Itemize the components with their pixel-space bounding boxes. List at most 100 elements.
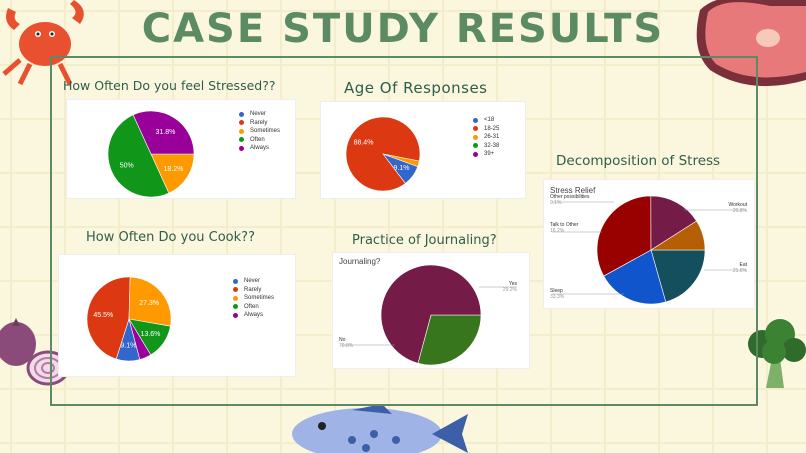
legend-label: 18-25 (484, 125, 500, 132)
legend-label: Sometimes (250, 128, 281, 135)
legend-item-18-25: 18-25 (473, 125, 499, 134)
legend-swatch (233, 304, 238, 310)
chart-card-stress: 18.2% 50% 31.8% Never Rarely Sometimes Often A… (67, 100, 295, 198)
legend-label: Rarely (244, 286, 262, 293)
fish-icon (292, 404, 468, 453)
data-label-sometimes: 18.2% (163, 166, 183, 173)
legend-item-26-31: 26-31 (473, 133, 499, 142)
callout-name-yes: Yes (509, 281, 518, 287)
legend-label: Never (250, 111, 267, 118)
legend-item-always: Always (233, 311, 274, 320)
pie-chart-stress: 18.2% 50% 31.8% (107, 110, 195, 198)
legend-item-rarely: Rarely (239, 119, 280, 128)
legend-stress: Never Rarely Sometimes Often Always (239, 110, 280, 153)
legend-label: Often (244, 303, 259, 310)
chart-heading-journal: Practice of Journaling? (352, 233, 497, 248)
data-label-always: 31.8% (155, 129, 175, 136)
crab-icon (2, 0, 84, 86)
chart-heading-relief: Decomposition of Stress (556, 153, 721, 169)
legend-label: 32-38 (484, 142, 500, 149)
legend-item-never: Never (233, 277, 274, 286)
chart-heading-stress: How Often Do you feel Stressed?? (63, 78, 276, 93)
onion-icon (0, 318, 70, 386)
data-label-often: 13.6% (141, 331, 161, 338)
chart-card-relief: Stress Relief Workout 20.8% Eat 21.6% Sleep 3… (544, 180, 754, 308)
data-label-often: 50% (120, 163, 134, 170)
legend-label: Always (244, 312, 264, 319)
legend-swatch (473, 143, 478, 149)
legend-swatch (233, 295, 238, 301)
pie-slice-eat (603, 249, 667, 305)
data-label-sometimes: 27.3% (139, 300, 159, 307)
legend-label: Sometimes (244, 295, 275, 302)
legend-label: 26-31 (484, 134, 500, 141)
legend-swatch (473, 134, 478, 140)
chart-card-age: 9.1% 88.4% <18 18-25 26-31 32-38 39+ (321, 102, 525, 198)
callout-value-workout: 20.8% (733, 208, 748, 214)
legend-item-never: Never (239, 110, 280, 119)
legend-swatch (233, 312, 238, 318)
callout-value-other-possibilities: 9.1% (550, 200, 562, 206)
page-title: CASE STUDY RESULTS (141, 6, 665, 52)
legend-item-often: Often (233, 303, 274, 312)
legend-item-always: Always (239, 144, 280, 153)
pie-slice-other-possibilities (649, 220, 706, 251)
legend-cook: Never Rarely Sometimes Often Always (233, 277, 274, 320)
pie-slice-26-31 (382, 153, 420, 168)
pie-slice-often (107, 114, 170, 198)
data-label-rarely: 45.5% (93, 312, 113, 319)
content-frame (50, 56, 758, 406)
pie-slice-sleep (596, 195, 652, 277)
legend-label: Rarely (250, 119, 268, 126)
legend-item-sometimes: Sometimes (233, 294, 274, 303)
legend-swatch (473, 151, 478, 157)
chart-heading-age: Age Of Responses (344, 79, 488, 97)
legend-item-rarely: Rarely (233, 286, 274, 295)
pie-chart-cook: 9.1% 45.5% 27.3% 13.6% (86, 276, 172, 362)
callout-value-no: 70.8% (339, 343, 354, 349)
legend-swatch (233, 287, 238, 293)
legend-label: Often (250, 136, 265, 143)
journal-chart-title: Journaling? (339, 257, 381, 266)
callout-name-eat: Eat (739, 262, 747, 268)
legend-swatch (239, 128, 244, 134)
callout-name-sleep: Sleep (550, 288, 563, 294)
legend-swatch (239, 120, 244, 126)
broccoli-icon (748, 319, 806, 388)
pie-slice-yes (417, 314, 482, 366)
pie-slice-sometimes (150, 153, 195, 194)
relief-chart-title: Stress Relief (550, 186, 596, 195)
chart-card-cook: 9.1% 45.5% 27.3% 13.6% Never Rarely Sometimes… (59, 255, 295, 376)
pie-slice-talk-to-other (650, 195, 697, 251)
pie-slice-always (128, 318, 152, 360)
callout-name-no: No (339, 337, 346, 343)
legend-swatch (233, 278, 238, 284)
legend-swatch (239, 111, 244, 117)
pie-slice-workout (650, 249, 706, 303)
legend-item-18: <18 (473, 116, 499, 125)
legend-swatch (473, 126, 478, 132)
legend-label: Always (250, 145, 270, 152)
chart-heading-cook: How Often Do you Cook?? (86, 230, 255, 245)
legend-item-32-38: 32-38 (473, 142, 499, 151)
callout-name-talk-to-other: Talk to Other (550, 222, 579, 228)
legend-item-often: Often (239, 136, 280, 145)
data-label-18-25: 88.4% (354, 139, 374, 146)
callout-value-eat: 21.6% (733, 268, 748, 274)
legend-age: <18 18-25 26-31 32-38 39+ (473, 116, 499, 159)
callout-value-sleep: 33.3% (550, 294, 565, 300)
pie-slice-no (380, 264, 482, 364)
data-label-18: 9.1% (393, 165, 409, 172)
data-label-never: 9.1% (120, 343, 136, 350)
legend-label: <18 (484, 117, 495, 124)
chart-card-journal: Journaling? Yes 29.2% No 70.8% (333, 253, 529, 368)
pie-chart-age: 9.1% 88.4% (345, 116, 421, 192)
steak-icon (696, 0, 806, 87)
legend-swatch (239, 145, 244, 151)
pie-slice-always (132, 110, 195, 155)
legend-label: 39+ (484, 151, 495, 158)
legend-swatch (473, 117, 478, 123)
callout-name-workout: Workout (728, 202, 747, 208)
